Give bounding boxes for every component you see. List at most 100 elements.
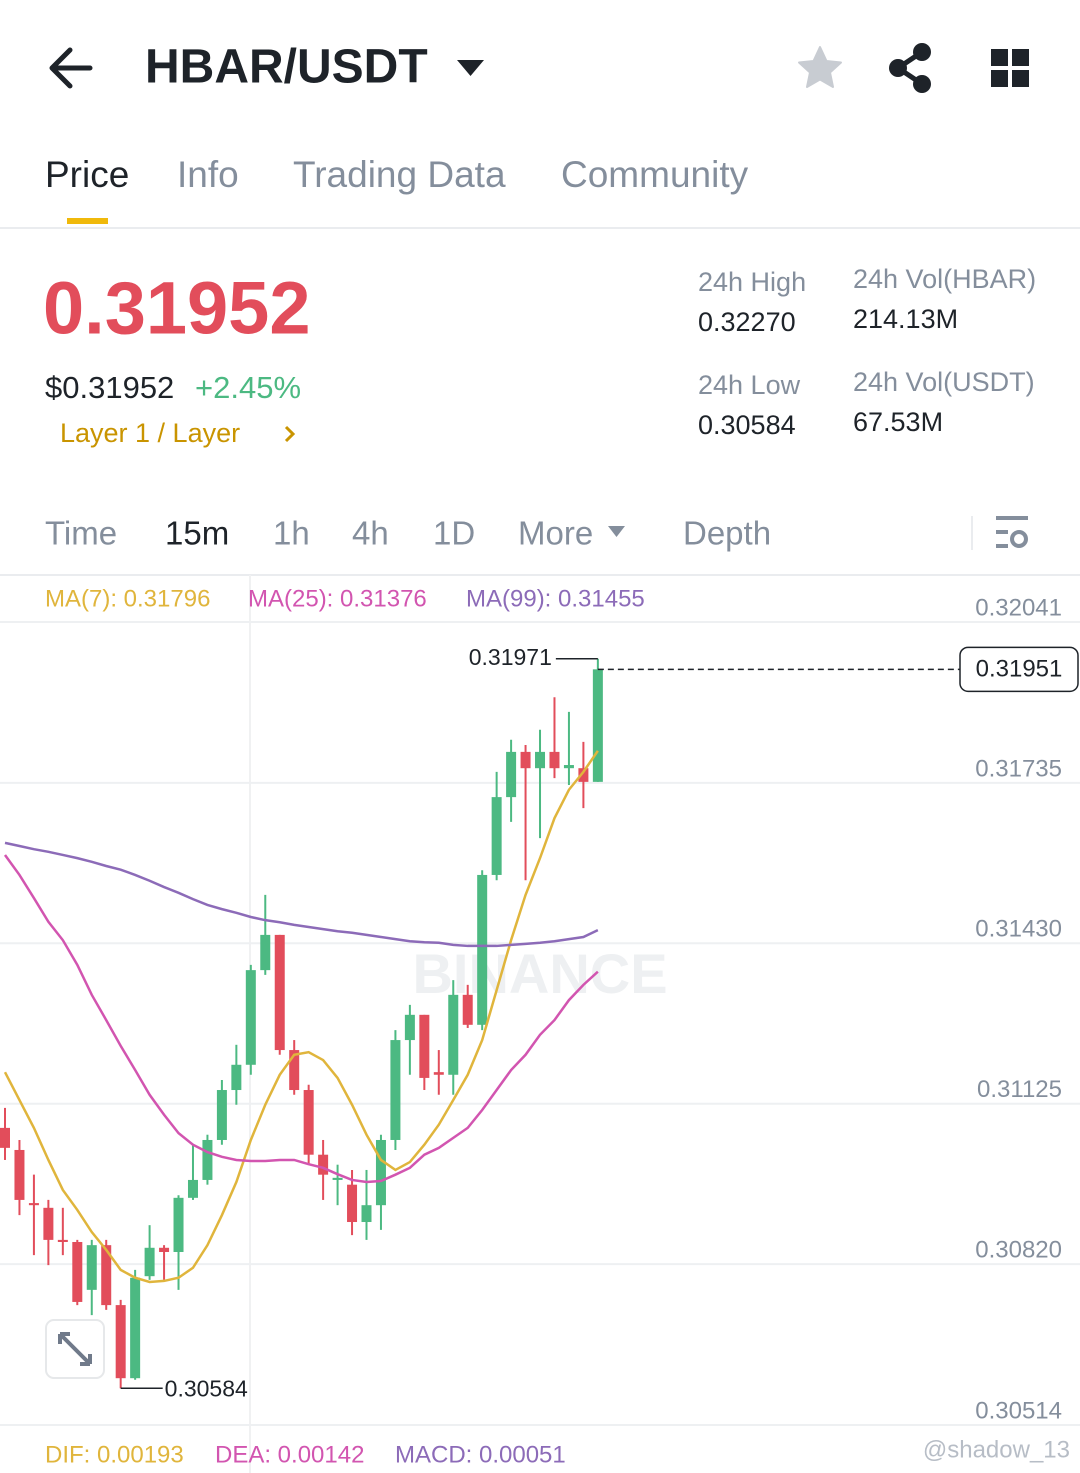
interval[interactable]: Depth [683, 515, 771, 552]
stat-label: 24h Low [698, 370, 801, 400]
candle-body [260, 934, 271, 971]
stat-value: 0.32270 [698, 307, 796, 337]
legend-entry: MA(99): 0.31455 [466, 585, 645, 612]
candle-body [404, 1014, 415, 1041]
macd-label: DIF: 0.00193 [45, 1441, 184, 1468]
candle-body [592, 669, 603, 782]
candle-body [549, 751, 560, 769]
candle-body [332, 1177, 343, 1180]
interval[interactable]: 4h [352, 515, 389, 552]
interval[interactable]: 15m [165, 515, 229, 552]
candle-body [28, 1203, 39, 1206]
candle-body [535, 751, 546, 769]
y-tick-label: 0.32041 [975, 594, 1062, 621]
candle-body [491, 797, 502, 875]
chart-watermark: BINANCE [412, 942, 667, 1005]
candle-body [144, 1247, 155, 1277]
price-change: +2.45% [195, 370, 301, 405]
candle-body [274, 934, 285, 1051]
stat-label: 24h Vol(USDT) [853, 367, 1035, 397]
candle-body [375, 1139, 386, 1206]
stat-value: 0.30584 [698, 410, 796, 440]
candle-body [477, 874, 488, 1025]
more-dropdown[interactable] [608, 526, 625, 537]
candle-body [57, 1239, 68, 1242]
candle-body [361, 1205, 372, 1223]
candle-body [72, 1241, 83, 1302]
share-button[interactable] [889, 43, 931, 93]
candle-body [173, 1197, 184, 1252]
stat-label: 24h Vol(HBAR) [853, 264, 1036, 294]
tab[interactable]: Trading Data [293, 154, 506, 195]
chart-settings-button[interactable] [996, 516, 1028, 548]
tab[interactable]: Community [561, 154, 749, 195]
candle-body [0, 1127, 10, 1148]
interval[interactable]: Time [45, 515, 117, 552]
ma-line [4, 841, 599, 948]
candle-body [202, 1139, 213, 1180]
candle-body [101, 1245, 112, 1306]
sector-tag[interactable]: Layer 1 / Layer [60, 418, 240, 448]
stat-value: 67.53M [853, 407, 943, 437]
y-tick-label: 0.31125 [977, 1076, 1062, 1103]
candle-body [563, 765, 574, 769]
candle-body [216, 1090, 227, 1140]
candle-body [86, 1245, 97, 1290]
ma-line [3, 750, 599, 1284]
interval[interactable]: 1h [273, 515, 310, 552]
stat-label: 24h High [698, 267, 806, 297]
candle-body [14, 1149, 25, 1200]
current-price-box [959, 646, 1079, 693]
tag-arrow[interactable] [284, 425, 296, 443]
candle-body [187, 1179, 198, 1198]
tab[interactable]: Info [177, 154, 239, 195]
candle-body [289, 1050, 300, 1091]
last-price: 0.31952 [43, 267, 311, 350]
candle-body [390, 1040, 401, 1140]
candle-body [347, 1184, 358, 1223]
stat-value: 214.13M [853, 304, 958, 334]
pair-dropdown[interactable] [457, 60, 484, 76]
y-tick-label: 0.30514 [975, 1397, 1062, 1424]
legend-entry: MA(25): 0.31376 [248, 585, 427, 612]
macd-label: DEA: 0.00142 [215, 1441, 364, 1468]
fullscreen-button[interactable] [45, 1319, 105, 1379]
candle-body [520, 751, 531, 769]
candle-body [419, 1014, 430, 1078]
layout-button[interactable] [991, 49, 1029, 87]
candle-body [130, 1277, 141, 1379]
current-price-label: 0.31951 [976, 656, 1063, 683]
candle-body [462, 994, 473, 1025]
candle-body [448, 994, 459, 1075]
candle-body [506, 751, 517, 798]
y-tick-label: 0.30820 [975, 1236, 1062, 1263]
tab[interactable]: Price [45, 154, 129, 195]
usd-price: $0.31952 [45, 370, 174, 405]
y-tick-label: 0.31735 [975, 755, 1062, 782]
min-label: 0.30584 [165, 1375, 248, 1401]
favorite-button[interactable] [798, 46, 842, 88]
candle-body [43, 1207, 54, 1240]
max-label: 0.31971 [469, 644, 552, 670]
legend-entry: MA(7): 0.31796 [45, 585, 210, 612]
candle-body [318, 1154, 329, 1175]
active-tab-indicator [67, 218, 108, 224]
back-button[interactable] [49, 47, 93, 89]
candle-body [159, 1247, 170, 1252]
y-tick-label: 0.31430 [975, 916, 1062, 943]
candle-body [231, 1064, 242, 1091]
chart: BINANCE 0.32041 0.31735 0.31430 0.31125 0.308… [0, 575, 1080, 1473]
watermark: @shadow_13 [923, 1436, 1070, 1463]
pair-title[interactable]: HBAR/USDT [145, 41, 428, 94]
macd-label: MACD: 0.00051 [395, 1441, 566, 1468]
candle-body [578, 768, 589, 782]
interval[interactable]: More [518, 515, 593, 552]
candle-body [433, 1072, 444, 1075]
candle-body [303, 1090, 314, 1155]
interval[interactable]: 1D [433, 515, 475, 552]
candle-body [115, 1305, 126, 1379]
ma-line [3, 854, 599, 1184]
candle-body [245, 970, 256, 1065]
